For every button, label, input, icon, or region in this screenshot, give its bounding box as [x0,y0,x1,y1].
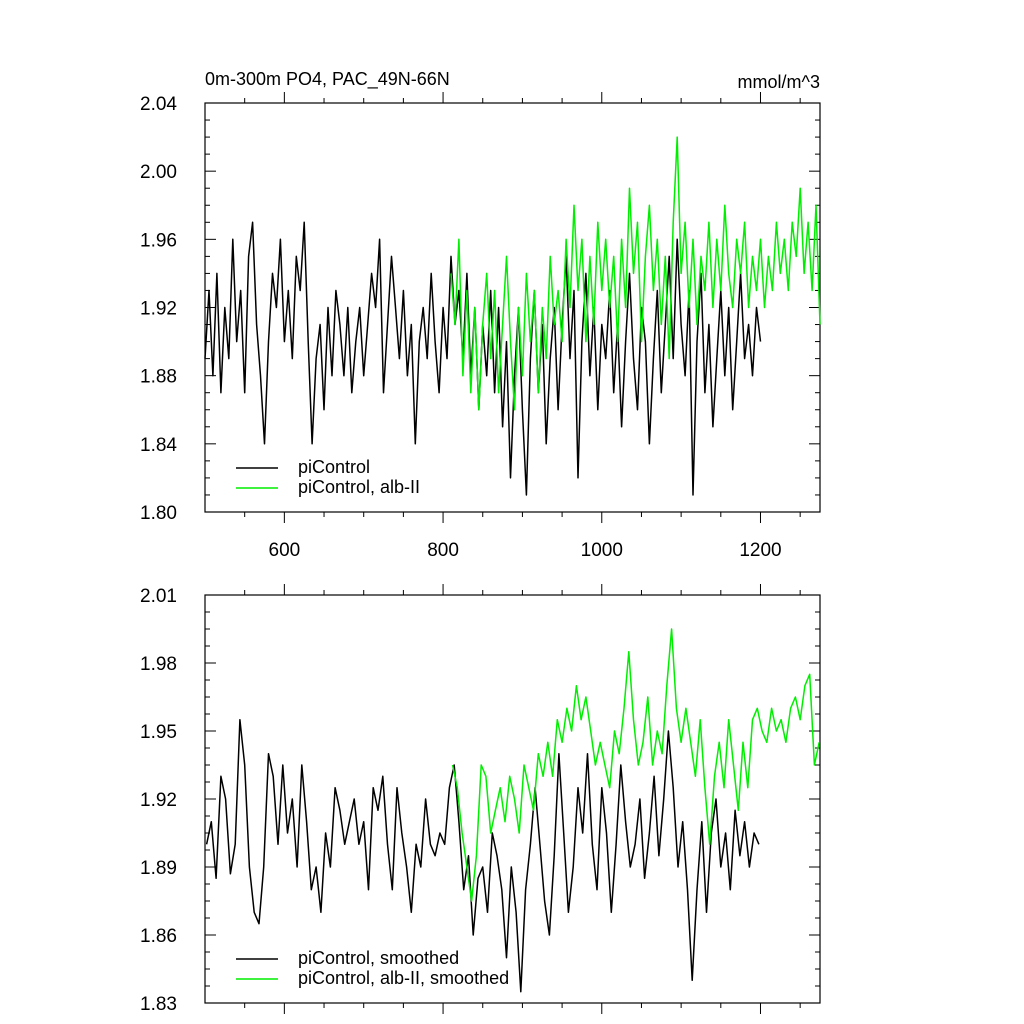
bottom-panel: 1.83 1.86 1.89 1.92 1.95 1.98 2.01 piControl, s… [140,584,821,1015]
plot-frame [204,102,821,513]
chart-units: mmol/m^3 [738,72,820,92]
y-tick-label: 1.88 [140,367,177,388]
y-tick-label: 2.00 [140,162,177,183]
legend-label: piControl [298,457,370,477]
x-tick-label: 1200 [739,540,781,561]
series-line-picontrol [205,718,760,993]
x-tick-label: 800 [427,540,459,561]
y-tick-label: 1.86 [140,926,177,947]
series-line-alb-ii [451,628,820,902]
top-panel: 1.80 1.84 1.88 1.92 1.96 2.00 2.04 600 800 1000 12… [140,92,821,561]
x-tick-label: 1000 [581,540,623,561]
series-line-alb-ii [450,136,821,411]
legend-label: piControl, alb-II [298,477,420,497]
chart-title: 0m-300m PO4, PAC_49N-66N [205,69,450,90]
plot-frame [204,594,821,1004]
legend-label: piControl, alb-II, smoothed [298,968,509,988]
y-tick-label: 1.84 [140,435,177,456]
y-tick-label: 1.96 [140,230,177,251]
y-tick-label: 1.95 [140,722,177,743]
y-tick-label: 1.92 [140,790,177,811]
y-tick-label: 2.04 [140,94,177,115]
y-tick-label: 1.83 [140,994,177,1015]
y-tick-label: 1.80 [140,503,177,524]
y-tick-label: 2.01 [140,586,177,607]
y-tick-label: 1.92 [140,299,177,320]
x-tick-label: 600 [269,540,301,561]
legend-label: piControl, smoothed [298,948,459,968]
y-tick-label: 1.98 [140,654,177,675]
y-tick-label: 1.89 [140,858,177,879]
series-line-picontrol [204,221,762,496]
